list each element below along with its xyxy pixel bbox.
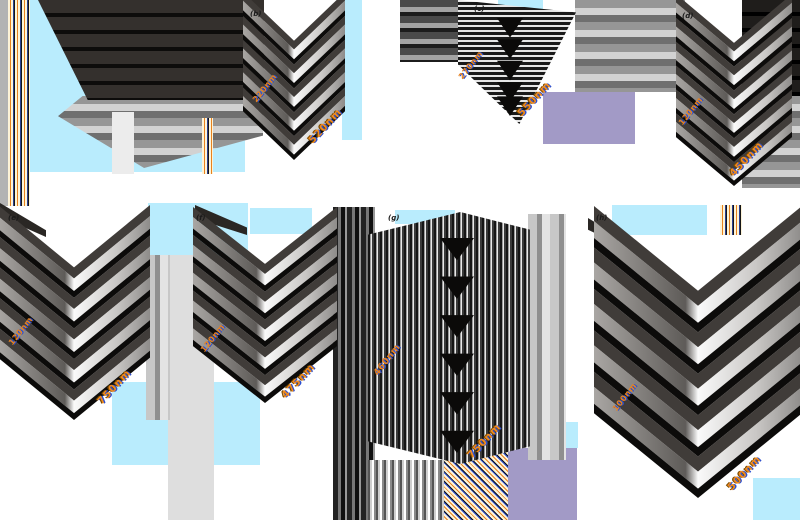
panel-g-arrow-notches bbox=[440, 238, 474, 453]
sky-patch bbox=[612, 205, 707, 235]
panel-c-letter: (c) bbox=[474, 5, 485, 13]
cut-label-band bbox=[202, 118, 213, 174]
cut-label-band bbox=[720, 205, 742, 235]
panel-d-chevron-stack bbox=[676, 0, 792, 186]
panel-f-letter: (f) bbox=[196, 214, 206, 222]
panel-f-chevron-stack bbox=[193, 207, 337, 403]
gray-column bbox=[146, 255, 170, 420]
sky-patch bbox=[342, 0, 362, 140]
white-column bbox=[112, 112, 134, 174]
panel-g-letter: (g) bbox=[388, 214, 400, 222]
gray-bands bbox=[575, 0, 685, 92]
edge-gray-strip bbox=[0, 0, 8, 206]
sky-patch bbox=[250, 208, 312, 234]
panel-g-body bbox=[368, 212, 530, 464]
panel-c-arrow-notches bbox=[497, 18, 523, 116]
panel-b-chevron-stack bbox=[243, 0, 345, 160]
gray-column bbox=[528, 214, 566, 460]
panel-e-letter: (e) bbox=[8, 214, 20, 222]
panel-e-chevron-stack bbox=[0, 205, 150, 420]
cut-label-band bbox=[444, 452, 508, 520]
lavender-patch bbox=[543, 92, 635, 144]
gray-bands bbox=[400, 0, 458, 62]
sky-patch bbox=[753, 478, 800, 520]
panel-b-letter: (b) bbox=[250, 10, 262, 18]
striped-column bbox=[368, 460, 444, 520]
lavender-patch bbox=[505, 448, 577, 520]
panel-h-letter: (h) bbox=[596, 214, 608, 222]
panel-d-letter: (d) bbox=[682, 12, 694, 20]
cut-label-band bbox=[8, 0, 30, 206]
panel-h-chevron-stack bbox=[594, 206, 800, 498]
